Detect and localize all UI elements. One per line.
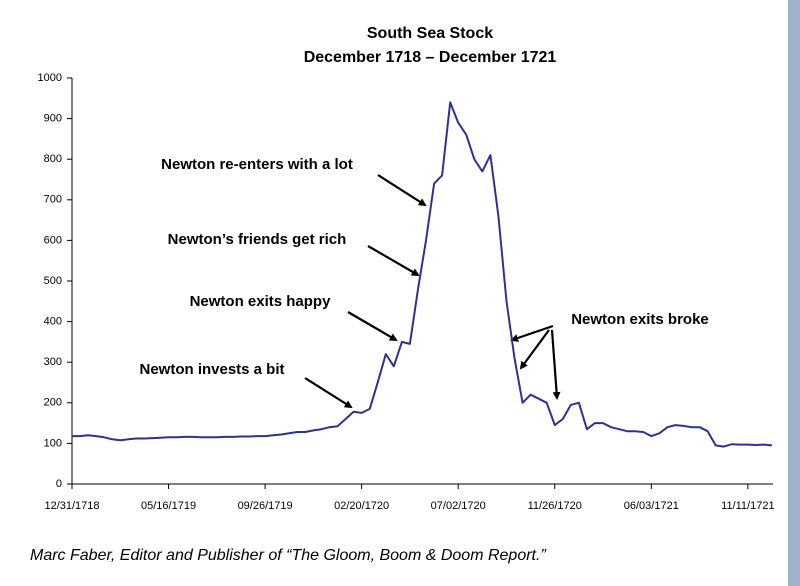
arrow xyxy=(377,174,427,207)
arrow xyxy=(347,311,398,342)
x-tick-label: 06/03/1721 xyxy=(624,500,679,512)
y-tick-label: 200 xyxy=(44,397,62,409)
y-tick-label: 500 xyxy=(44,275,62,287)
y-tick-label: 800 xyxy=(44,153,62,165)
y-tick-label: 600 xyxy=(44,234,62,246)
chart-subtitle: December 1718 – December 1721 xyxy=(304,49,557,66)
arrow xyxy=(304,377,353,409)
annotation: Newton re-enters with a lot xyxy=(161,156,353,173)
arrow xyxy=(519,329,550,370)
chart-title: South Sea Stock xyxy=(367,25,493,42)
y-tick-label: 0 xyxy=(56,478,62,490)
y-tick-label: 700 xyxy=(44,194,62,206)
y-tick-label: 400 xyxy=(44,316,62,328)
y-tick-label: 100 xyxy=(44,437,62,449)
price-line xyxy=(72,101,773,448)
x-tick-label: 02/20/1720 xyxy=(334,500,389,512)
annotation: Newton exits broke xyxy=(571,311,709,328)
x-tick-label: 12/31/1718 xyxy=(44,500,99,512)
source-note: Marc Faber, Editor and Publisher of “The… xyxy=(30,547,546,564)
y-tick-label: 300 xyxy=(44,356,62,368)
arrow xyxy=(550,329,561,400)
annotation: Newton invests a bit xyxy=(139,361,284,378)
x-tick-label: 11/11/1721 xyxy=(721,500,774,512)
arrow xyxy=(367,245,420,277)
arrows xyxy=(304,174,561,409)
annotation: Newton exits happy xyxy=(190,293,332,310)
y-tick-label: 1000 xyxy=(38,72,62,84)
arrow xyxy=(510,324,554,342)
annotation: Newton’s friends get rich xyxy=(168,231,347,248)
x-tick-label: 11/26/1720 xyxy=(528,500,582,512)
x-tick-label: 05/16/1719 xyxy=(141,500,196,512)
x-tick-label: 09/26/1719 xyxy=(238,500,293,512)
y-tick-label: 900 xyxy=(44,113,62,125)
x-tick-label: 07/02/1720 xyxy=(431,500,486,512)
